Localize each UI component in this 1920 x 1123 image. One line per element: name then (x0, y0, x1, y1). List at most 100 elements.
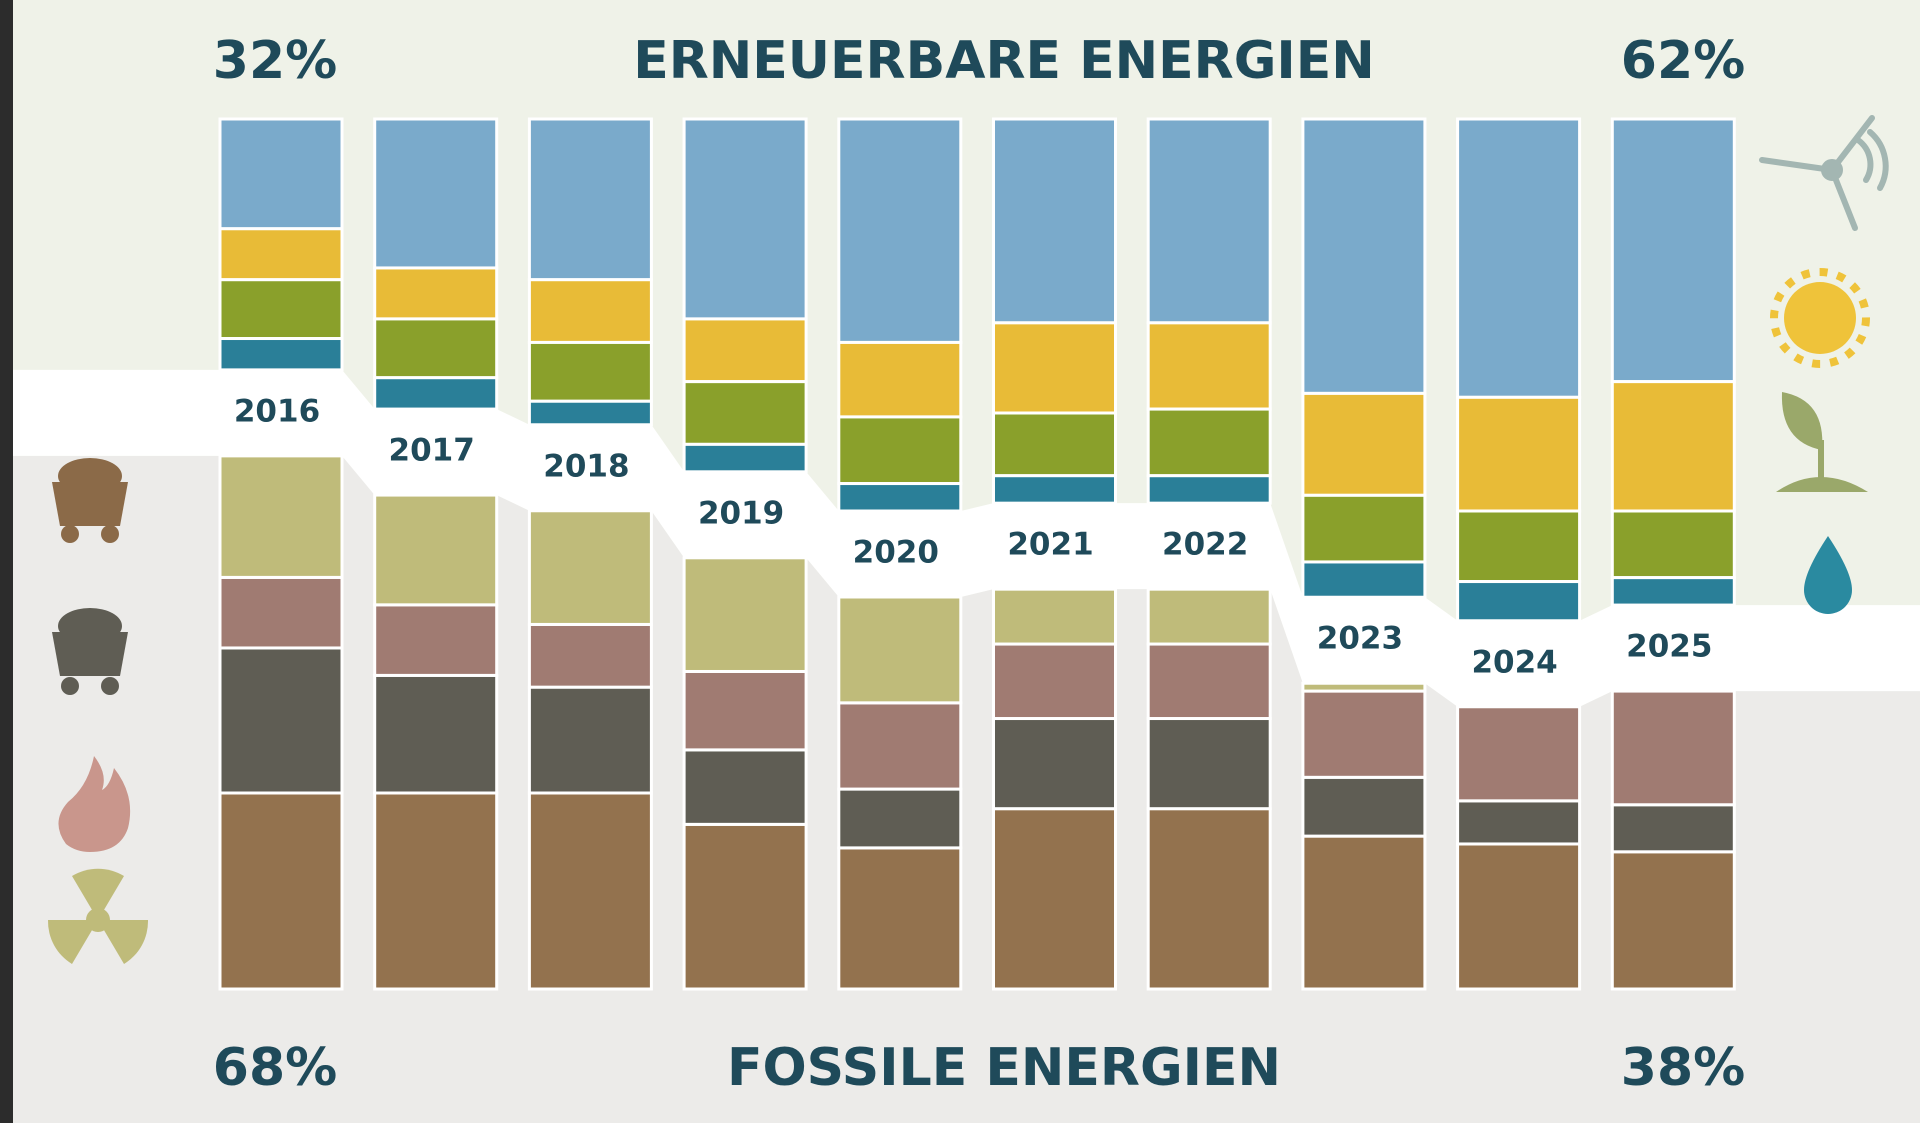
fossil-segment (1610, 803, 1736, 854)
x-tick-label: 2022 (1162, 527, 1248, 563)
renewable-segment (1301, 493, 1427, 564)
coal-icon (52, 608, 128, 695)
renewable-segment (1301, 117, 1427, 395)
fossil-segment (527, 622, 653, 689)
fossil-segment (373, 603, 499, 677)
frame-edge (0, 0, 13, 1123)
x-tick-label: 2017 (389, 433, 475, 469)
renewable-segment (1146, 117, 1272, 325)
fossil-segment (837, 595, 963, 705)
x-tick-label: 2023 (1317, 621, 1403, 657)
fossil-segment (373, 791, 499, 991)
renewable-segment (1610, 117, 1736, 384)
fossil-segment (682, 748, 808, 826)
sun-icon (1770, 268, 1870, 368)
fossil-segment (1301, 775, 1427, 838)
renewable-segment (1610, 576, 1736, 607)
gas-icon (58, 756, 131, 852)
fossil-segment (992, 587, 1117, 646)
renewable-segment (682, 442, 808, 474)
renewable-segment (682, 117, 808, 321)
renewable-segment (682, 317, 808, 384)
renewable-segment (373, 266, 499, 321)
renewable-segment (1456, 395, 1582, 513)
lignite-icon (52, 458, 128, 543)
fossil-segment (682, 556, 808, 673)
renewable-segment (1146, 407, 1272, 478)
fossil-segment (218, 454, 344, 579)
fossil-segment (1301, 689, 1427, 779)
fossil-segment (527, 791, 653, 991)
x-tick-label: 2021 (1007, 527, 1093, 563)
renewable-segment (1456, 509, 1582, 584)
fossil-segment (682, 669, 808, 752)
fossil-segment (527, 685, 653, 795)
fossil-segment (1301, 681, 1427, 693)
renewable-segment (218, 337, 344, 372)
fossil-segment (682, 822, 808, 991)
renewable-segment (837, 415, 963, 486)
renewable-segment (218, 227, 344, 282)
renewable-segment (837, 117, 963, 344)
fossil-segment (527, 509, 653, 626)
bars: 2016 2017 2018 2019 2020 2021 2022 2023 2024 2025 (218, 117, 1736, 991)
chart-title: ERNEUERBARE ENERGIEN (633, 31, 1375, 91)
renewable-segment (837, 340, 963, 419)
fossil-segment (992, 717, 1117, 811)
fossil-segment (1610, 689, 1736, 807)
renewable-segment (992, 117, 1117, 325)
fossil-segment (1146, 587, 1272, 646)
renewable-last: 62% (1621, 31, 1745, 91)
fossil-segment (1146, 807, 1272, 991)
fossil-segment (1610, 850, 1736, 991)
chart-subtitle: FOSSILE ENERGIEN (727, 1038, 1281, 1098)
renewable-segment (1301, 391, 1427, 497)
renewable-segment (218, 278, 344, 341)
x-tick-label: 2019 (698, 495, 784, 531)
wind-icon (1759, 115, 1889, 231)
fossil-segment (1301, 834, 1427, 991)
renewable-segment (527, 399, 653, 427)
fossil-segment (992, 807, 1117, 991)
water-icon (1804, 536, 1852, 614)
fossil-segment (373, 673, 499, 795)
renewable-segment (373, 317, 499, 380)
fossil-segment (837, 846, 963, 991)
renewable-segment (373, 376, 499, 411)
x-tick-label: 2018 (543, 448, 629, 484)
renewable-segment (527, 340, 653, 403)
renewable-segment (992, 321, 1117, 415)
fossil-segment (1456, 799, 1582, 846)
renewable-segment (1301, 560, 1427, 599)
fossil-segment (1146, 717, 1272, 811)
renewable-segment (373, 117, 499, 270)
renewable-segment (1456, 580, 1582, 623)
fossil-segment (992, 642, 1117, 721)
fossil-segment (837, 787, 963, 850)
renewable-segment (527, 278, 653, 344)
fossil-segment (1146, 642, 1272, 721)
nuclear-icon (47, 868, 149, 964)
fossil-last: 38% (1621, 1038, 1745, 1098)
plant-icon (1776, 392, 1868, 492)
x-tick-label: 2025 (1626, 629, 1712, 665)
renewable-segment (992, 411, 1117, 478)
renewable-segment (837, 482, 963, 513)
renewable-segment (1146, 474, 1272, 505)
fossil-segment (837, 701, 963, 791)
renewable-segment (1610, 509, 1736, 580)
white-band (13, 369, 1920, 707)
fossil-segment (218, 575, 344, 650)
renewable-segment (527, 117, 653, 282)
renewable-first: 32% (213, 31, 337, 91)
renewable-segment (1610, 380, 1736, 513)
fossil-first: 68% (213, 1038, 337, 1098)
renewable-segment (218, 117, 344, 231)
renewable-segment (992, 474, 1117, 505)
x-tick-label: 2020 (853, 535, 939, 571)
fossil-segment (218, 646, 344, 795)
fossil-segment (373, 493, 499, 607)
x-tick-label: 2024 (1471, 644, 1557, 680)
renewable-segment (1456, 117, 1582, 399)
